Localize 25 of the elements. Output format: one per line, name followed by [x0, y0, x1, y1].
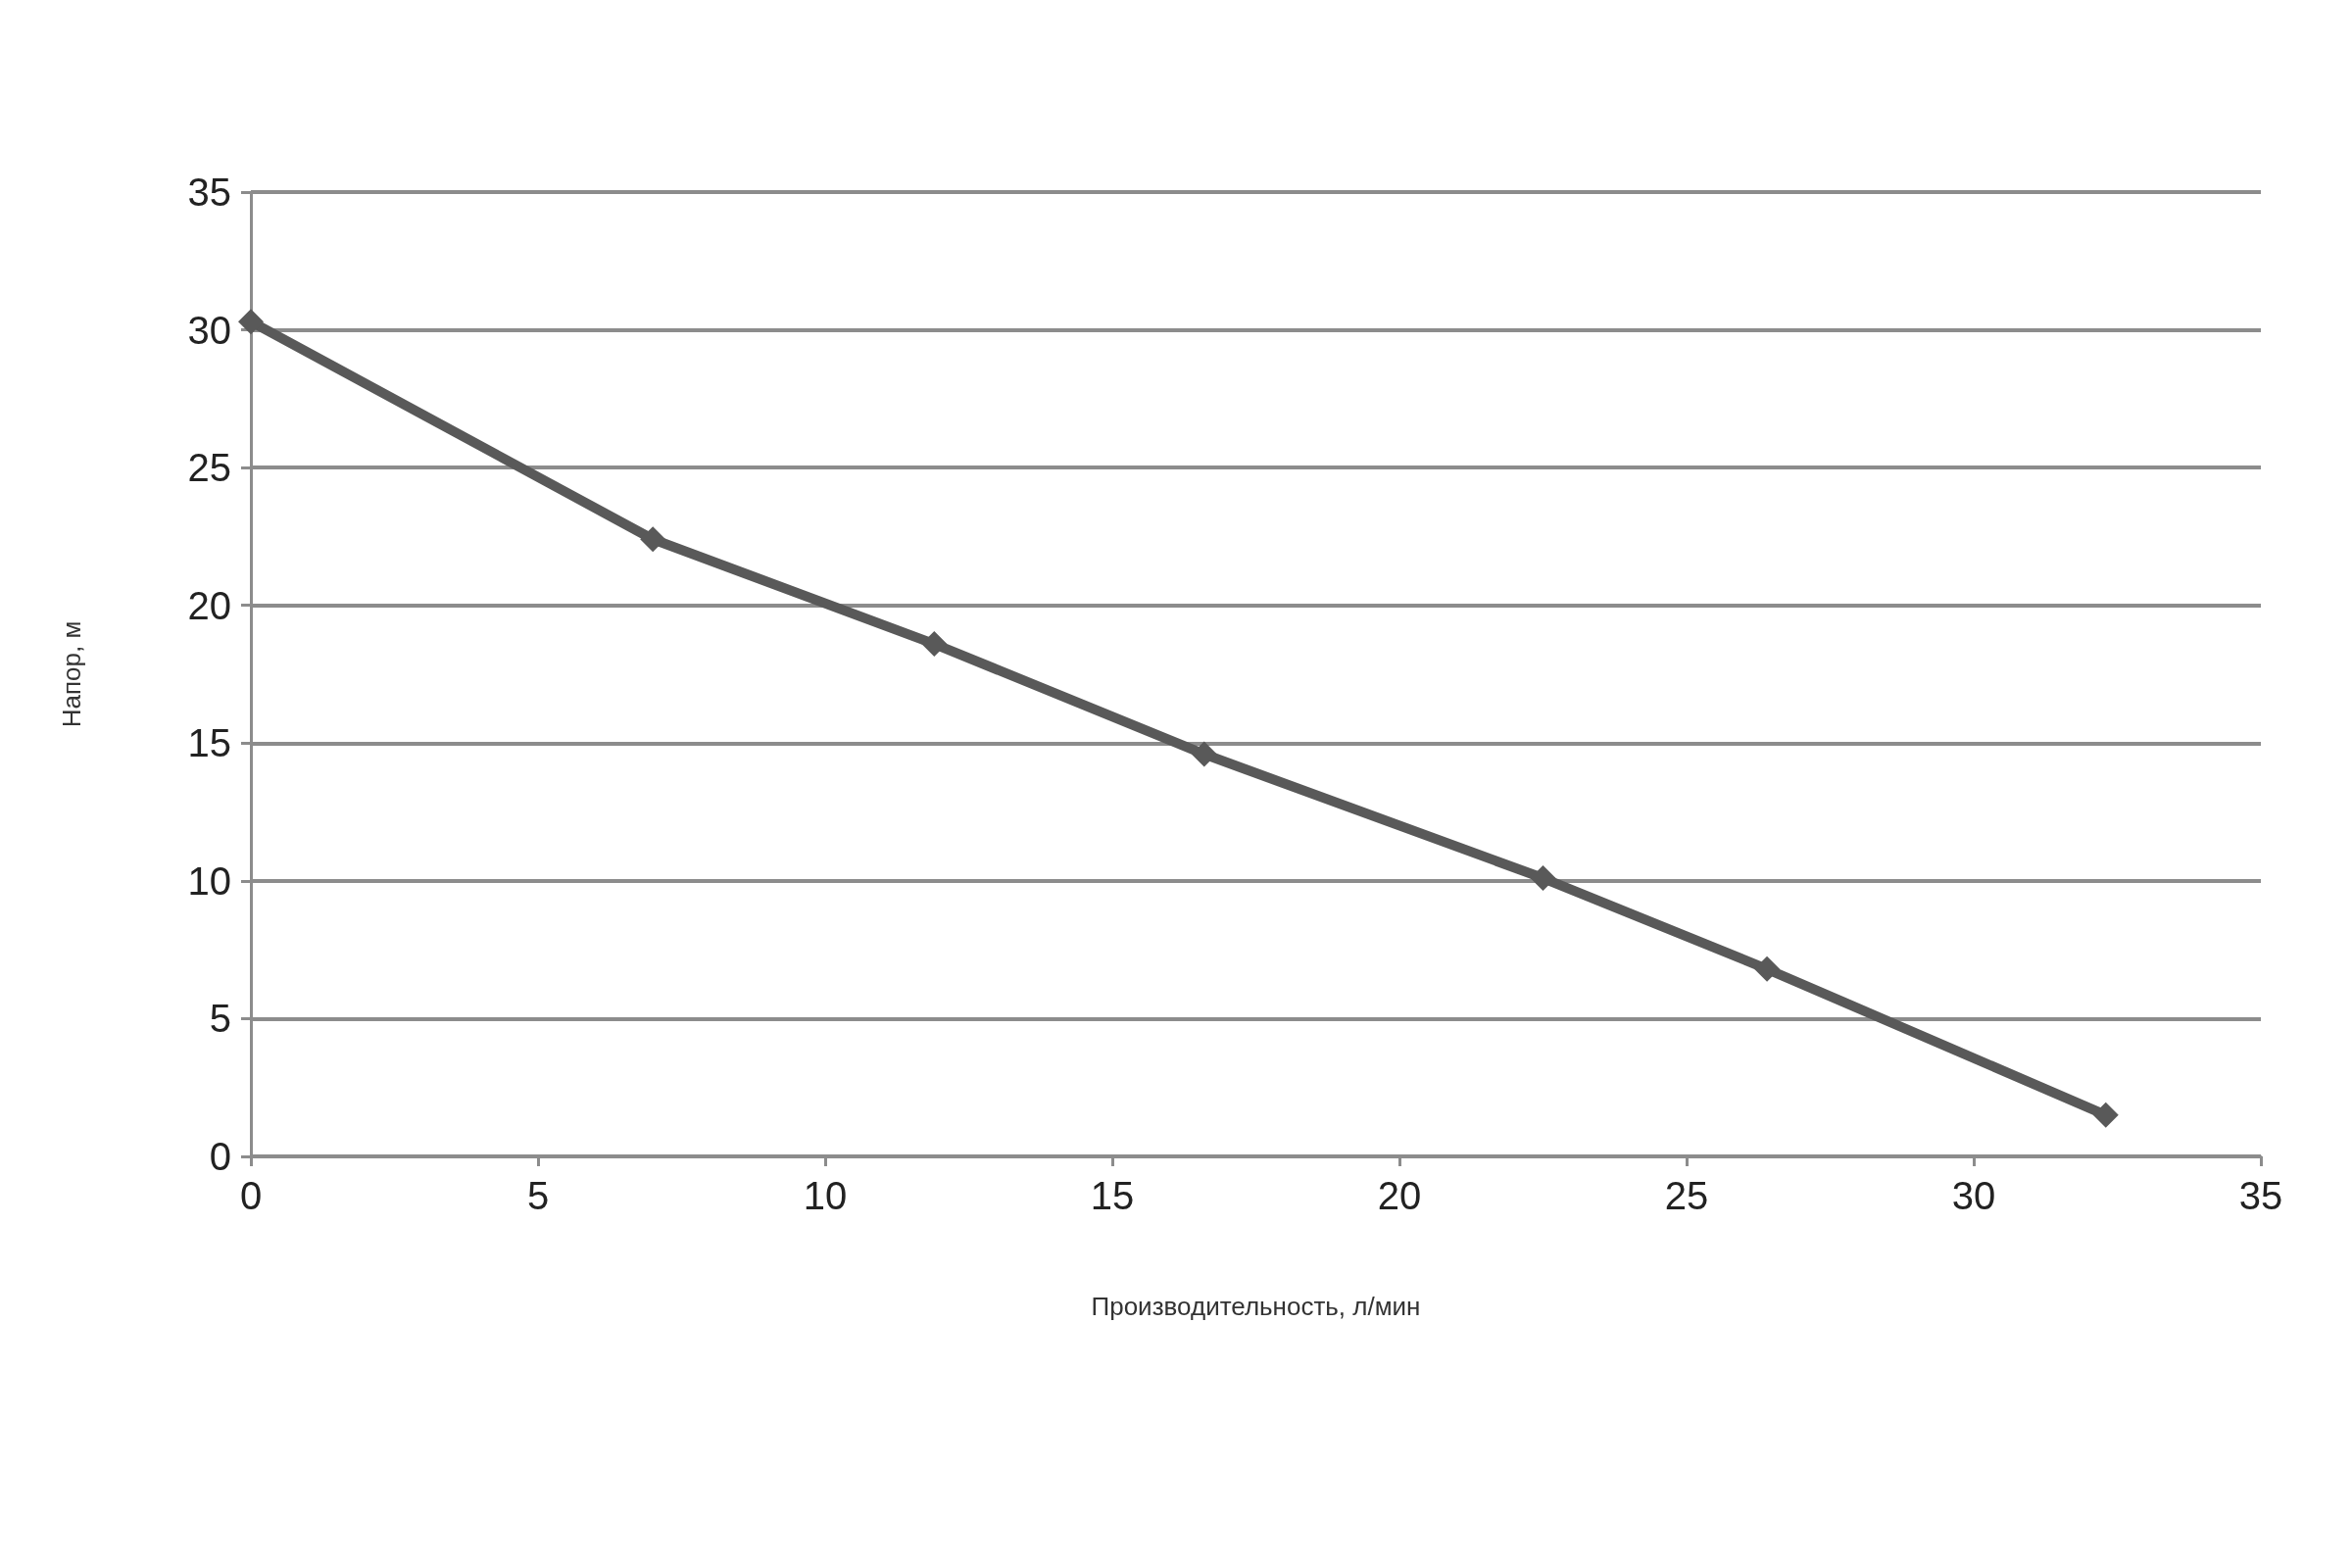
y-tick-label: 0: [209, 1135, 231, 1178]
y-tick-label: 25: [187, 446, 231, 490]
y-tick-label: 15: [187, 721, 231, 765]
point: [2092, 1102, 2119, 1128]
point: [640, 526, 666, 553]
y-tick-label: 20: [187, 583, 231, 627]
point: [1191, 741, 1217, 767]
x-tick-label: 15: [1090, 1174, 1135, 1217]
x-tick-label: 10: [803, 1174, 848, 1217]
y-axis-title: Напор, м: [57, 620, 86, 728]
x-axis-title: Производительность, л/мин: [1091, 1292, 1421, 1321]
x-tick-label: 35: [2238, 1174, 2283, 1217]
x-tick-label: 20: [1377, 1174, 1422, 1217]
x-tick-label: 0: [239, 1174, 263, 1217]
y-tick-label: 30: [187, 308, 231, 352]
x-tick-label: 30: [1951, 1174, 1996, 1217]
point: [238, 309, 264, 335]
y-tick-label: 5: [209, 997, 231, 1041]
y-tick-label: 35: [187, 171, 231, 214]
x-tick-label: 25: [1664, 1174, 1709, 1217]
point: [1530, 865, 1556, 892]
point: [1754, 956, 1781, 982]
x-tick-label: 5: [526, 1174, 550, 1217]
point: [921, 631, 948, 658]
y-tick-label: 10: [187, 858, 231, 903]
